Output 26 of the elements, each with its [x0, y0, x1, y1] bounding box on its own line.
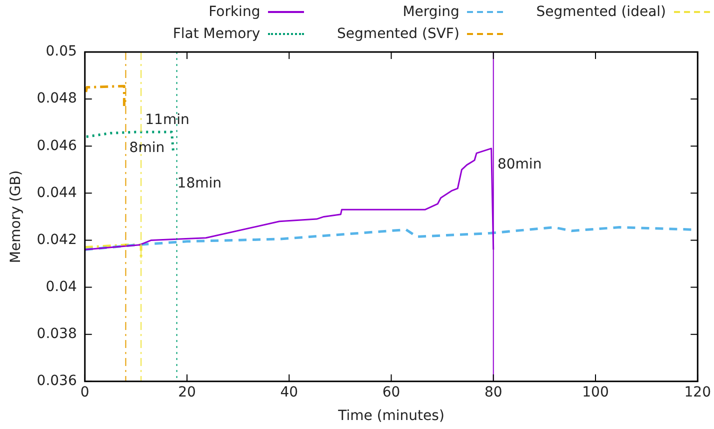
y-tick-label: 0.046: [36, 138, 77, 154]
y-tick-label: 0.04: [46, 278, 77, 295]
annotation: 18min: [177, 175, 222, 192]
y-tick-label: 0.05: [46, 44, 77, 60]
x-tick-label: 20: [178, 384, 196, 400]
y-tick-label: 0.042: [36, 232, 77, 248]
x-tick-label: 80: [484, 384, 502, 400]
y-tick-label: 0.048: [36, 90, 77, 107]
x-tick-label: 120: [684, 384, 712, 400]
legend-label: Forking: [208, 4, 260, 20]
annotation: 80min: [497, 156, 542, 173]
legend-label: Segmented (SVF): [337, 26, 460, 42]
legend-label: Segmented (ideal): [536, 4, 666, 20]
x-tick-label: 0: [80, 384, 90, 400]
x-tick-label: 100: [582, 384, 609, 400]
x-tick-label: 40: [280, 384, 298, 400]
legend-label: Merging: [402, 4, 460, 20]
x-tick-label: 60: [382, 384, 400, 400]
y-axis-title: Memory (GB): [8, 170, 24, 264]
y-tick-label: 0.044: [36, 184, 77, 201]
y-tick-label: 0.036: [36, 373, 77, 390]
x-axis-title: Time (minutes): [337, 408, 444, 424]
y-tick-label: 0.038: [36, 326, 77, 342]
annotation: 11min: [145, 112, 190, 128]
legend-label: Flat Memory: [172, 26, 260, 42]
annotation: 8min: [129, 140, 165, 156]
